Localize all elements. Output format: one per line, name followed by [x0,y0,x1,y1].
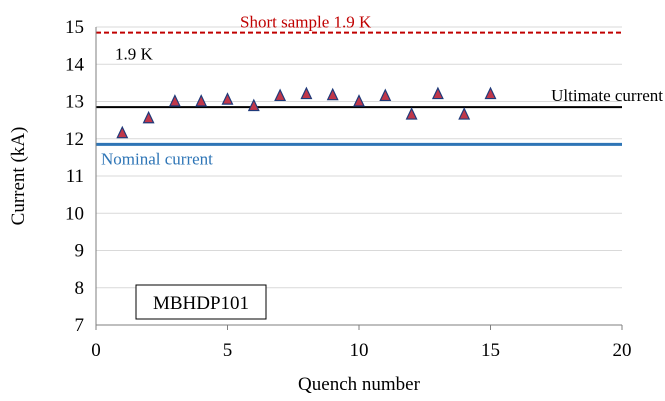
data-point-15 [484,86,497,100]
data-point-7 [274,88,287,102]
x-tick-label-20: 20 [613,340,632,361]
data-point-13 [431,86,444,100]
data-point-4 [195,94,208,107]
y-tick-label-14: 14 [65,54,85,75]
temperature-label: 1.9 K [115,45,154,64]
ultimate-current-label: Ultimate current [551,86,663,105]
x-tick-label-0: 0 [91,340,101,361]
tick-labels: 7 8 9 10 11 12 13 14 15 0 5 10 15 20 [65,17,632,361]
y-tick-label-9: 9 [75,241,85,262]
short-sample-label: Short sample 1.9 K [240,13,372,32]
nominal-current-label: Nominal current [101,149,213,168]
data-point-12 [405,107,418,120]
data-point-5 [221,92,234,105]
data-point-11 [379,88,392,102]
magnet-label-text: MBHDP101 [153,293,249,314]
data-point-8 [300,86,313,100]
annotations: Short sample 1.9 K 1.9 K Ultimate curren… [101,13,663,169]
magnet-label-box: MBHDP101 [135,284,267,320]
y-tick-label-7: 7 [75,315,85,336]
y-tick-label-8: 8 [75,278,85,299]
axes [95,27,623,330]
x-tick-label-5: 5 [223,340,233,361]
y-tick-label-15: 15 [65,17,84,38]
data-point-14 [458,107,471,120]
x-tick-label-10: 10 [350,340,369,361]
x-axis-label: Quench number [298,374,421,395]
data-point-9 [326,87,339,101]
data-point-1 [116,125,129,139]
x-tick-label-15: 15 [481,340,500,361]
y-axis-label: Current (kA) [8,127,29,226]
data-point-10 [353,94,365,107]
data-points [116,86,497,139]
data-point-2 [142,110,155,124]
y-tick-label-10: 10 [65,203,84,224]
y-tick-label-11: 11 [66,166,84,187]
magnet-label-frame [135,284,267,320]
data-point-6 [247,98,260,112]
y-tick-label-12: 12 [65,129,84,150]
y-tick-label-13: 13 [65,92,84,113]
reference-lines [96,31,622,146]
data-point-3 [168,94,181,107]
